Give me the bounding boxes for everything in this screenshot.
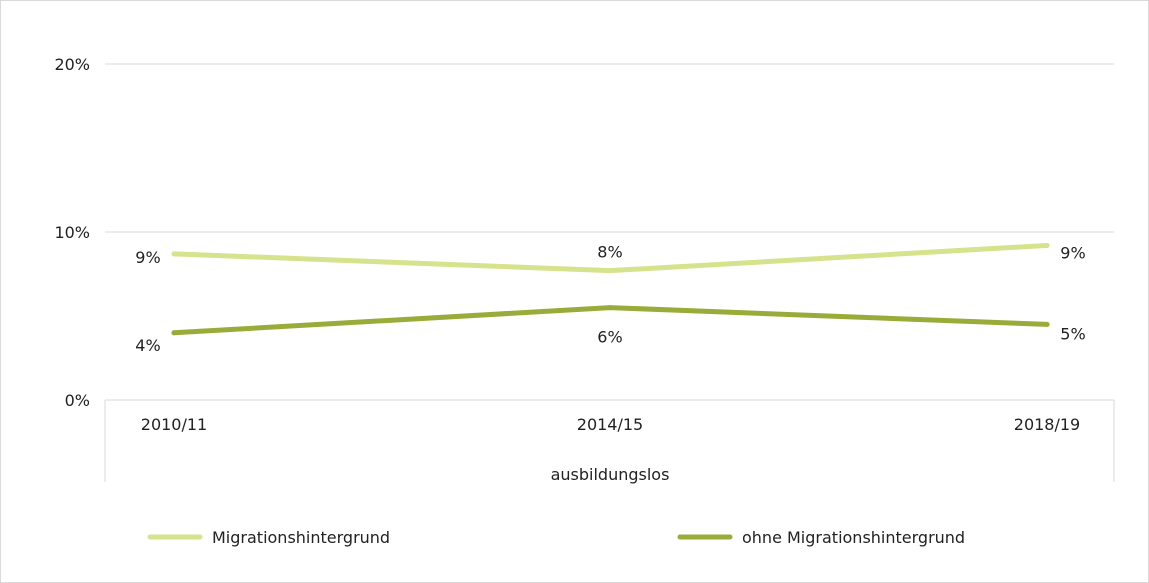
legend-label: Migrationshintergrund	[212, 528, 390, 547]
y-tick-labels: 0% 10% 20%	[54, 55, 90, 410]
data-point	[1044, 321, 1050, 327]
data-label: 6%	[597, 328, 622, 347]
data-point	[607, 305, 613, 311]
y-tick-label: 10%	[54, 223, 90, 242]
data-point	[1044, 242, 1050, 248]
x-tick-label: 2018/19	[1014, 415, 1080, 434]
data-labels: 9% 8% 9% 4% 6% 5%	[135, 243, 1085, 355]
data-label: 9%	[1060, 243, 1085, 262]
data-label: 8%	[597, 243, 622, 262]
y-tick-label: 20%	[54, 55, 90, 74]
series-lines	[171, 242, 1050, 336]
data-point	[171, 251, 177, 257]
legend-label: ohne Migrationshintergrund	[742, 528, 965, 547]
x-tick-labels: 2010/11 2014/15 2018/19	[141, 415, 1080, 434]
x-tick-label: 2010/11	[141, 415, 207, 434]
y-tick-label: 0%	[65, 391, 90, 410]
data-point	[171, 330, 177, 336]
data-label: 4%	[135, 336, 160, 355]
x-tick-label: 2014/15	[577, 415, 643, 434]
data-point	[607, 268, 613, 274]
data-label: 9%	[135, 248, 160, 267]
data-label: 5%	[1060, 324, 1085, 343]
legend: Migrationshintergrund ohne Migrationshint…	[147, 528, 965, 547]
axes	[104, 400, 1115, 482]
gridlines	[105, 63, 1114, 401]
x-group-label: ausbildungslos	[551, 465, 670, 484]
